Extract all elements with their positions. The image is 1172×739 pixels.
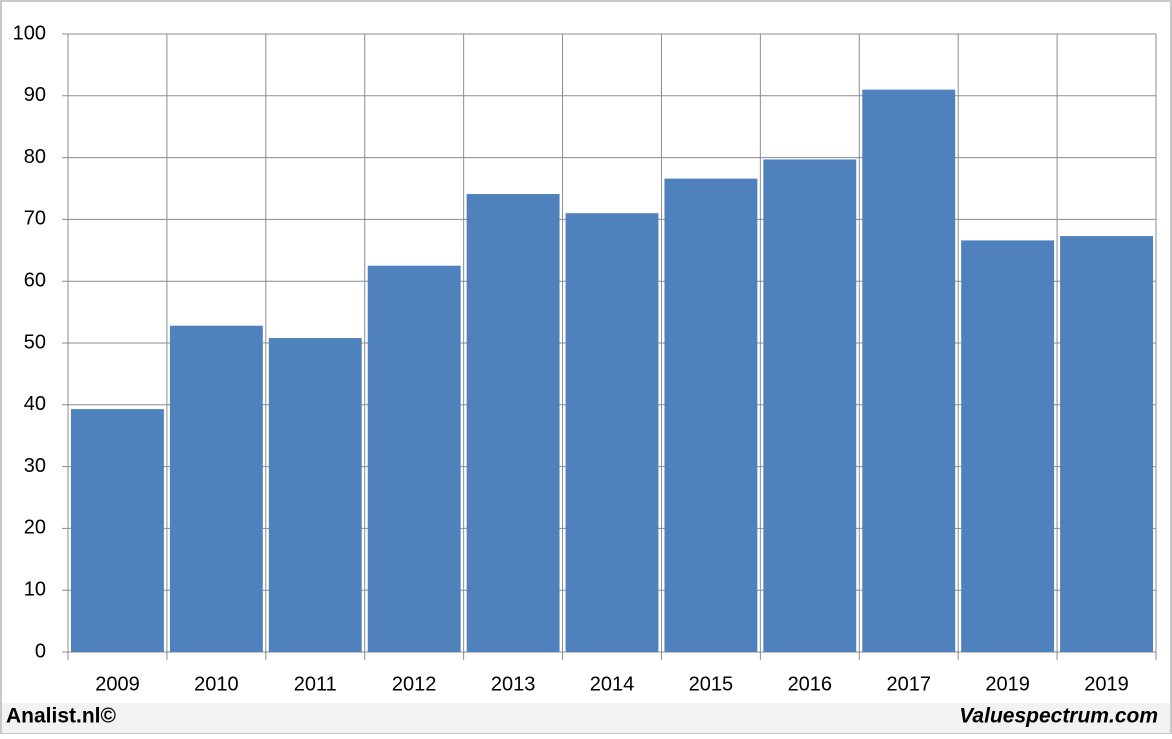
footer-right: Valuespectrum.com bbox=[959, 705, 1158, 728]
footer-left: Analist.nl© bbox=[6, 705, 117, 728]
x-tick-label: 2010 bbox=[194, 673, 239, 695]
y-tick-label: 0 bbox=[35, 640, 46, 662]
x-tick-label: 2015 bbox=[689, 673, 734, 695]
y-tick-label: 10 bbox=[24, 578, 46, 600]
y-tick-label: 80 bbox=[24, 146, 46, 168]
y-tick-label: 90 bbox=[24, 84, 46, 106]
bar bbox=[862, 89, 956, 653]
bar bbox=[664, 178, 758, 652]
x-tick-label: 2019 bbox=[985, 673, 1030, 695]
x-tick-label: 2009 bbox=[95, 673, 140, 695]
y-tick-label: 20 bbox=[24, 517, 46, 539]
x-tick-label: 2012 bbox=[392, 673, 437, 695]
bar bbox=[169, 325, 263, 652]
y-tick-label: 60 bbox=[24, 269, 46, 291]
bar bbox=[961, 240, 1055, 653]
y-tick-label: 50 bbox=[24, 331, 46, 353]
y-tick-label: 100 bbox=[13, 22, 46, 44]
bar bbox=[268, 338, 362, 652]
y-tick-label: 30 bbox=[24, 455, 46, 477]
bar bbox=[466, 194, 560, 652]
y-tick-label: 40 bbox=[24, 393, 46, 415]
x-tick-label: 2016 bbox=[788, 673, 833, 695]
bar bbox=[71, 409, 164, 652]
x-tick-label: 2011 bbox=[294, 673, 337, 695]
bar bbox=[763, 159, 857, 653]
bar bbox=[565, 213, 659, 652]
x-tick-label: 2017 bbox=[886, 673, 931, 695]
footer-band bbox=[2, 703, 1170, 733]
y-tick-label: 70 bbox=[24, 208, 46, 230]
bar bbox=[367, 265, 461, 652]
bar bbox=[1060, 236, 1153, 652]
x-tick-label: 2019 bbox=[1084, 673, 1129, 695]
x-tick-label: 2014 bbox=[590, 673, 635, 695]
x-tick-label: 2013 bbox=[491, 673, 536, 695]
